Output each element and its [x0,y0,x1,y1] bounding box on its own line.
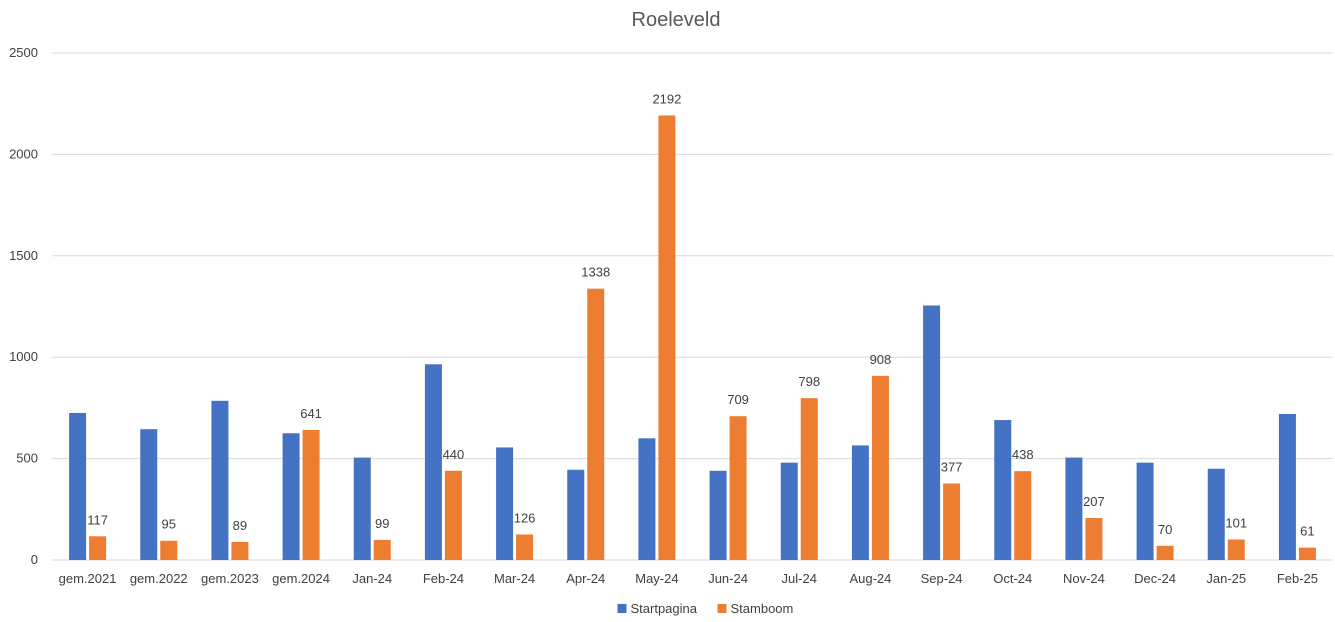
bar-startpagina [1207,468,1225,560]
bar-stamboom [658,115,676,560]
bar-startpagina [211,400,229,560]
x-tick-label: Jan-25 [1206,571,1246,586]
bar-stamboom [800,398,818,560]
bar-stamboom [587,288,605,560]
legend-label: Stamboom [731,601,794,616]
data-label: 99 [375,516,389,531]
bar-startpagina [1278,413,1296,560]
data-label: 61 [1300,524,1314,539]
data-label: 641 [300,406,322,421]
y-tick-label: 500 [16,451,38,466]
data-label: 126 [514,510,536,525]
gridlines [52,52,1333,561]
bar-startpagina [851,445,869,560]
data-label: 89 [233,518,247,533]
bar-startpagina [1065,457,1083,560]
data-label: 440 [443,447,465,462]
data-label: 101 [1225,516,1247,531]
bar-stamboom [1085,518,1103,560]
x-tick-label: Jan-24 [352,571,392,586]
x-tick-label: gem.2023 [201,571,259,586]
bar-stamboom [231,541,249,560]
y-tick-label: 1000 [9,349,38,364]
bar-startpagina [69,412,87,560]
x-tick-label: Oct-24 [993,571,1032,586]
x-tick-label: Mar-24 [494,571,535,586]
bars [69,115,1316,560]
x-axis-ticks: gem.2021 gem.2022 gem.2023 gem.2024 Jan-24 Fe… [59,571,1318,586]
x-tick-label: Feb-24 [423,571,464,586]
data-label: 117 [87,512,108,527]
x-tick-label: gem.2024 [272,571,330,586]
bar-stamboom [444,470,462,560]
bar-startpagina [709,470,727,560]
bar-stamboom [871,375,889,560]
bar-startpagina [638,438,656,560]
data-label: 70 [1158,522,1172,537]
legend-swatch [717,604,727,613]
data-label: 798 [798,374,820,389]
bar-stamboom [1227,539,1245,560]
y-tick-label: 2500 [9,45,38,60]
legend-swatch [617,604,627,613]
bar-startpagina [994,420,1012,560]
bar-stamboom [516,534,534,560]
bar-startpagina [923,305,941,560]
bar-startpagina [424,364,442,560]
x-tick-label: gem.2022 [130,571,188,586]
bar-startpagina [1136,462,1154,560]
data-label: 438 [1012,447,1034,462]
bar-startpagina [353,457,371,560]
y-tick-label: 1500 [9,248,38,263]
x-tick-label: Apr-24 [566,571,605,586]
legend-label: Startpagina [631,601,698,616]
bar-stamboom [160,540,178,560]
data-labels: 117 95 89 641 99 440 126 1338 2192 709 798 908 377 43… [87,91,1314,538]
x-tick-label: gem.2021 [59,571,117,586]
bar-stamboom [1298,547,1316,560]
bar-startpagina [780,462,798,560]
bar-stamboom [1156,545,1174,560]
x-tick-label: May-24 [635,571,678,586]
bar-startpagina [496,447,514,560]
bar-stamboom [373,539,391,560]
bar-startpagina [282,433,300,560]
data-label: 908 [870,352,892,367]
x-tick-label: Jul-24 [782,571,817,586]
x-tick-label: Sep-24 [921,571,963,586]
bar-startpagina [140,429,158,560]
data-label: 1338 [581,265,610,280]
legend: Startpagina Stamboom [617,601,794,616]
data-label: 95 [162,517,176,532]
y-axis-ticks: 0 500 1000 1500 2000 2500 [9,45,38,567]
data-label: 377 [941,460,963,475]
y-tick-label: 0 [31,552,38,567]
bar-stamboom [1014,471,1032,560]
chart-title: Roeleveld [632,9,721,31]
data-label: 2192 [652,91,681,106]
bar-stamboom [943,483,961,560]
data-label: 207 [1083,494,1105,509]
x-tick-label: Dec-24 [1134,571,1176,586]
x-tick-label: Jun-24 [708,571,748,586]
x-tick-label: Aug-24 [849,571,891,586]
x-tick-label: Nov-24 [1063,571,1105,586]
x-tick-label: Feb-25 [1277,571,1318,586]
y-tick-label: 2000 [9,146,38,161]
bar-stamboom [729,416,747,560]
bar-startpagina [567,469,585,560]
data-label: 709 [727,392,749,407]
bar-stamboom [89,536,107,560]
bar-stamboom [302,430,320,560]
